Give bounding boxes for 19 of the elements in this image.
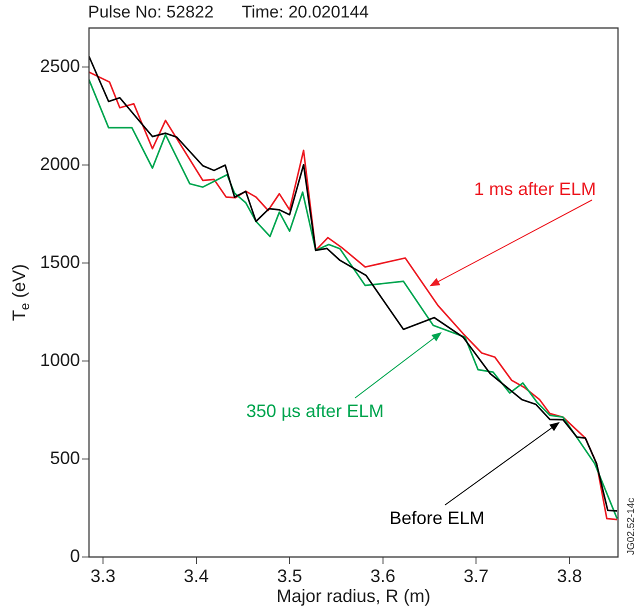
y-axis-title: Te (eV) bbox=[8, 264, 32, 322]
y-tick-label: 0 bbox=[70, 546, 80, 566]
x-tick-label: 3.7 bbox=[464, 566, 489, 586]
x-axis-title: Major radius, R (m) bbox=[276, 586, 431, 606]
y-tick-label: 2000 bbox=[40, 154, 80, 174]
y-tick-label: 2500 bbox=[40, 56, 80, 76]
chart-title: Pulse No: 52822 Time: 20.020144 bbox=[88, 2, 369, 22]
x-tick-label: 3.6 bbox=[370, 566, 396, 586]
x-tick-label: 3.5 bbox=[277, 566, 302, 586]
x-tick-label: 3.3 bbox=[90, 566, 116, 586]
y-tick-label: 1000 bbox=[40, 350, 80, 370]
text: 350 µs after ELM bbox=[246, 400, 384, 421]
x-tick-label: 3.4 bbox=[184, 566, 209, 586]
text: 1 ms after ELM bbox=[474, 178, 596, 199]
x-tick-label: 3.8 bbox=[556, 566, 582, 586]
text: JG02.52-14c bbox=[626, 498, 637, 555]
text: Before ELM bbox=[389, 508, 485, 528]
y-tick-label: 1500 bbox=[40, 252, 80, 272]
y-tick-label: 500 bbox=[50, 448, 80, 468]
